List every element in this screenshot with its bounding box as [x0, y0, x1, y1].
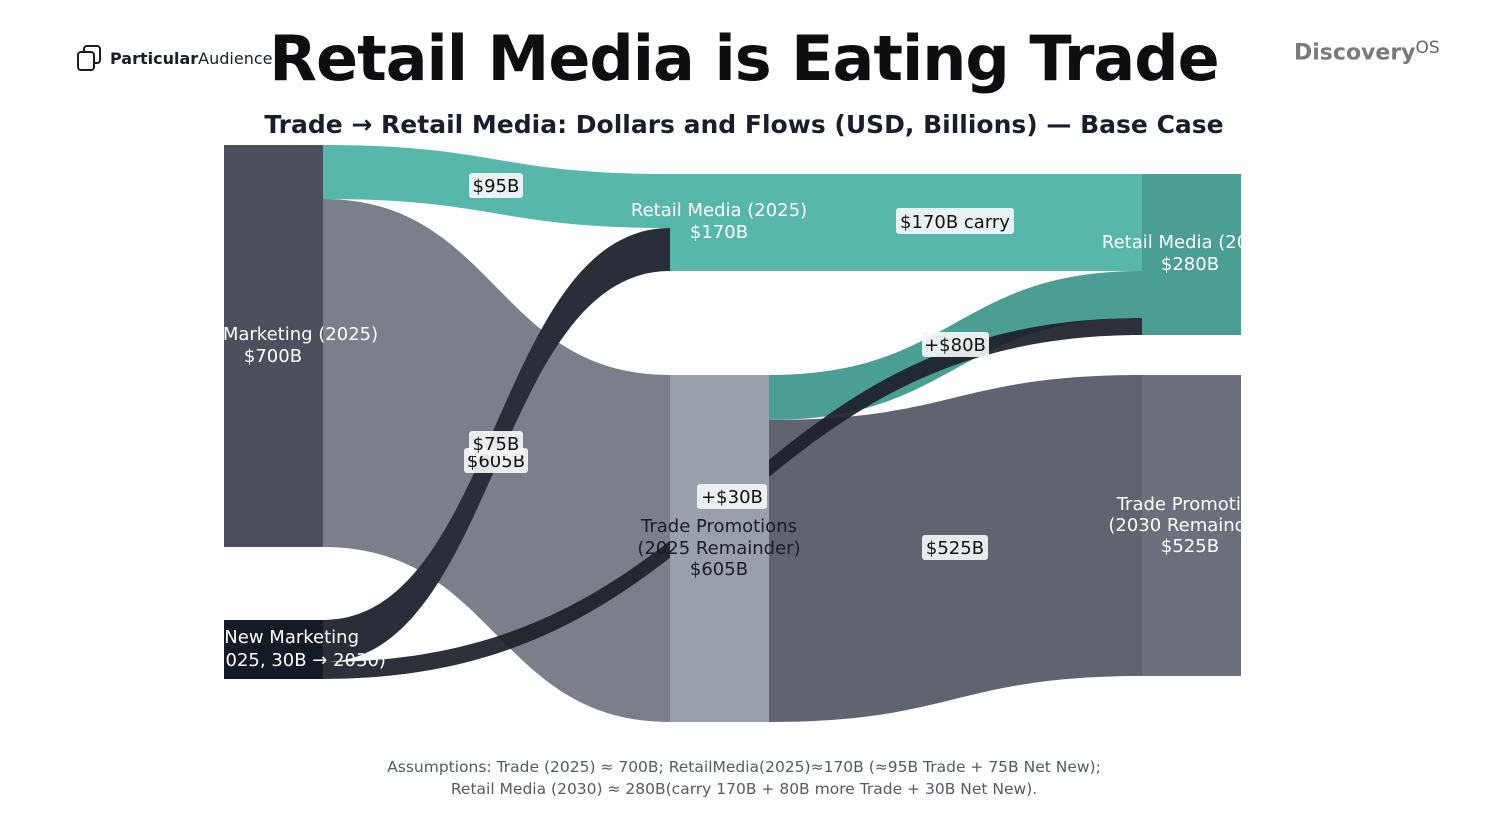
flow-label-netnew-to-rm2030: +$30B: [701, 487, 763, 508]
logo-word-bold: Particular: [110, 48, 199, 68]
assumptions-footnote: Assumptions: Trade (2025) ≈ 700B; Retail…: [0, 756, 1488, 800]
particular-audience-logo: ParticularAudience: [76, 44, 272, 72]
node-rm2025-label-2: $170B: [690, 222, 748, 243]
flow-label-trade-to-rm: $95B: [473, 176, 520, 197]
node-tp-2030: [1142, 375, 1241, 676]
node-rm2030-label-2: $280B: [1161, 254, 1219, 275]
page-title: Retail Media is Eating Trade: [269, 22, 1219, 95]
logo-mark-icon: [76, 44, 102, 72]
logo-wordmark: ParticularAudience: [110, 49, 272, 68]
badge-bg-95: [469, 173, 523, 198]
flow-label-netnew-to-rm: $75B: [473, 434, 520, 455]
node-trade-2025: [224, 145, 323, 547]
logo-discovery-text: Discovery: [1294, 40, 1416, 66]
badge-bg-80: [922, 332, 989, 357]
flow-label-trade-to-tp: $605B: [467, 451, 525, 472]
flow-label-rm-carry: $170B carry: [900, 212, 1010, 233]
node-rm-2030: [1142, 174, 1241, 335]
node-netnew-label-1: Net New Marketing: [187, 627, 359, 648]
badge-bg-30: [697, 484, 767, 509]
discovery-os-logo: DiscoveryOS: [1294, 38, 1440, 65]
node-rm2030-label-1: Retail Media (2030): [1102, 232, 1278, 253]
node-tp2030-label-1: Trade Promotion: [1116, 494, 1264, 515]
footnote-line-1: Assumptions: Trade (2025) ≈ 700B; Retail…: [387, 758, 1101, 776]
logo-word-regular: Audience: [198, 48, 273, 68]
node-tp2025-label-3: $605B: [690, 559, 748, 580]
chart-subtitle: Trade → Retail Media: Dollars and Flows …: [264, 110, 1224, 139]
badge-bg-525: [922, 535, 988, 560]
badge-bg-75: [469, 431, 523, 456]
node-trade-label-1: Trade Marketing (2025): [167, 324, 378, 345]
node-tp-2025: [670, 375, 769, 722]
footnote-line-2: Retail Media (2030) ≈ 280B(carry 170B + …: [450, 780, 1038, 798]
node-tp2025-label-2: (2025 Remainder): [637, 538, 800, 559]
node-rm-2025: [670, 174, 769, 271]
node-tp2025-label-1: Trade Promotions: [640, 516, 797, 537]
node-netnew-label-2: 2025, 30B → 2030): [214, 650, 386, 671]
badge-bg-carry: [896, 208, 1014, 234]
logo-os-text: OS: [1415, 38, 1440, 58]
node-tp2030-label-3: $525B: [1161, 536, 1219, 557]
node-tp2030-label-2: (2030 Remainder): [1108, 515, 1271, 536]
node-net-new: [224, 620, 323, 679]
flow-label-tp-to-rm2030: +$80B: [924, 335, 986, 356]
flow-label-tp-to-tp2030: $525B: [926, 538, 984, 559]
node-trade-label-2: $700B: [244, 346, 302, 367]
node-rm2025-label-1: Retail Media (2025): [631, 200, 807, 221]
